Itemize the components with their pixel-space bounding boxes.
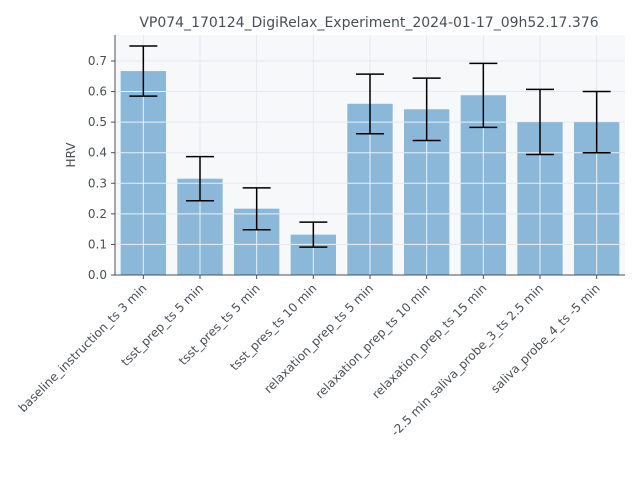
y-tick-label: 0.0 [88, 268, 107, 282]
y-tick-label: 0.7 [88, 54, 107, 68]
y-axis-label: HRV [64, 142, 78, 168]
y-tick-label: 0.2 [88, 207, 107, 221]
y-tick-label: 0.1 [88, 237, 107, 251]
error-bars-layer [129, 45, 611, 248]
y-tick-label: 0.5 [88, 115, 107, 129]
y-tick-label: 0.4 [88, 146, 107, 160]
x-tick-label: relaxation_prep_ts 5 min [261, 281, 376, 396]
chart-title: VP074_170124_DigiRelax_Experiment_2024-0… [139, 15, 598, 31]
x-tick-label: relaxation_prep_ts 10 min [313, 281, 433, 401]
y-tick-label: 0.3 [88, 176, 107, 190]
x-tick-label: saliva_probe_4_ts -5 min [488, 281, 603, 396]
y-tick-label: 0.6 [88, 85, 107, 99]
x-tick-label: relaxation_prep_ts 15 min [369, 281, 489, 401]
